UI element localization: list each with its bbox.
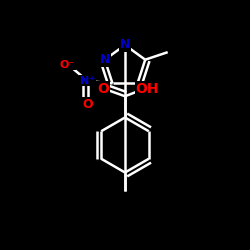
- Text: N: N: [100, 53, 110, 66]
- Text: O: O: [82, 98, 93, 111]
- Text: N: N: [120, 38, 130, 52]
- Text: OH: OH: [136, 82, 159, 96]
- Text: O: O: [97, 82, 109, 96]
- Text: N⁺: N⁺: [80, 76, 95, 86]
- Text: O⁻: O⁻: [60, 60, 75, 70]
